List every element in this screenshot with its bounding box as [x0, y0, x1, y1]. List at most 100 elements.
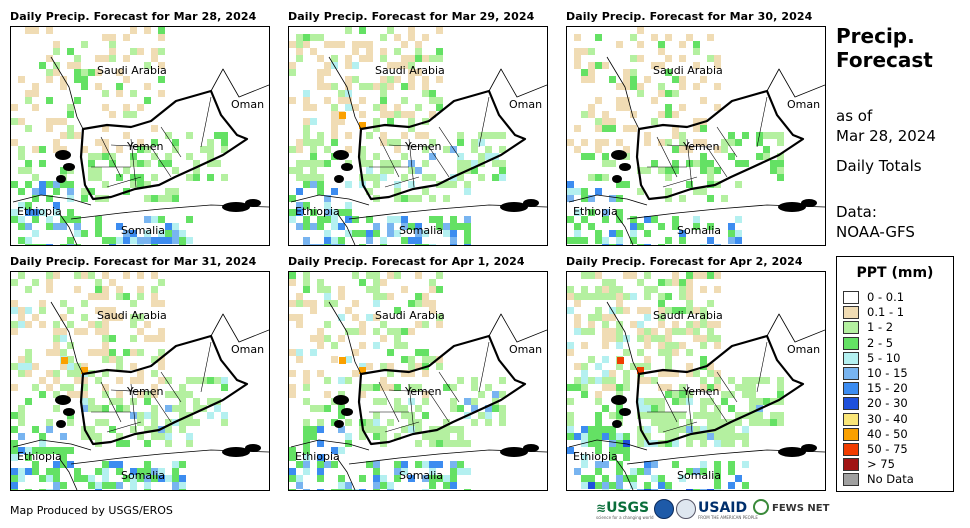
precip-cell	[464, 489, 471, 490]
precip-cell	[11, 181, 18, 188]
precip-cell	[296, 188, 303, 195]
precip-cell	[616, 489, 623, 490]
precip-cell	[53, 209, 60, 216]
map-frame[interactable]: Saudi Arabia Oman Yemen Ethiopia Somalia	[288, 271, 548, 491]
precip-cell	[324, 62, 331, 69]
precip-cell	[109, 426, 116, 433]
precip-cell	[707, 174, 714, 181]
precip-cell	[651, 461, 658, 468]
precip-cell	[380, 426, 387, 433]
precip-cell	[81, 300, 88, 307]
precip-cell	[700, 244, 707, 245]
precip-cell	[151, 370, 158, 377]
precip-cell	[46, 447, 53, 454]
precip-cell	[11, 307, 18, 314]
precip-cell	[679, 279, 686, 286]
precip-cell	[303, 216, 310, 223]
map-frame[interactable]: Saudi Arabia Oman Yemen Ethiopia Somalia	[566, 26, 826, 246]
map-frame[interactable]: Saudi Arabia Oman Yemen Ethiopia Somalia	[10, 26, 270, 246]
precip-cell	[693, 223, 700, 230]
precip-cell	[658, 279, 665, 286]
precip-cell	[609, 244, 616, 245]
precip-cell	[137, 475, 144, 482]
precip-cell	[707, 223, 714, 230]
precip-cell	[436, 461, 443, 468]
precip-cell	[408, 62, 415, 69]
precip-cell	[429, 90, 436, 97]
precip-cell	[289, 97, 296, 104]
precip-cell	[602, 489, 609, 490]
precip-cell	[338, 286, 345, 293]
map-frame[interactable]: Saudi Arabia Oman Yemen Ethiopia Somalia	[566, 271, 826, 491]
precip-cell	[658, 335, 665, 342]
precip-cell	[457, 139, 464, 146]
precip-cell	[464, 468, 471, 475]
admin-boundary	[150, 146, 172, 178]
precip-cell	[574, 48, 581, 55]
legend-swatch	[843, 382, 859, 396]
precip-cell	[443, 426, 450, 433]
precip-cell	[359, 433, 366, 440]
precip-cell	[158, 34, 165, 41]
precip-cell	[457, 433, 464, 440]
precip-cell	[422, 412, 429, 419]
island	[334, 420, 344, 428]
precip-cell	[408, 300, 415, 307]
precip-cell	[588, 111, 595, 118]
precip-cell	[25, 244, 32, 245]
precip-cell	[679, 55, 686, 62]
precip-cell	[742, 160, 749, 167]
precip-cell	[387, 482, 394, 489]
precip-cell	[679, 146, 686, 153]
precip-cell	[450, 230, 457, 237]
precip-cell	[658, 48, 665, 55]
precip-cell	[499, 167, 506, 174]
precip-cell	[609, 314, 616, 321]
precip-cell	[574, 384, 581, 391]
precip-cell	[665, 370, 672, 377]
precip-cell	[401, 342, 408, 349]
precip-cell	[144, 195, 151, 202]
precip-cell	[588, 328, 595, 335]
precip-cell	[457, 461, 464, 468]
precip-cell	[179, 489, 186, 490]
precip-cell	[32, 461, 39, 468]
precip-cell	[88, 398, 95, 405]
precip-cell	[303, 489, 310, 490]
precip-cell	[595, 440, 602, 447]
precip-cell	[485, 153, 492, 160]
precip-cell	[380, 482, 387, 489]
precip-cell	[310, 307, 317, 314]
precip-cell	[714, 146, 721, 153]
precip-cell	[67, 209, 74, 216]
precip-cell	[408, 125, 415, 132]
precip-cell	[408, 398, 415, 405]
country-label-saudi-arabia: Saudi Arabia	[97, 309, 167, 322]
precip-cell	[630, 468, 637, 475]
precip-cell	[700, 139, 707, 146]
country-border	[58, 457, 78, 490]
precip-cell	[581, 76, 588, 83]
precip-cell	[595, 461, 602, 468]
precip-cell	[686, 293, 693, 300]
map-frame[interactable]: Saudi Arabia Oman Yemen Ethiopia Somalia	[10, 271, 270, 491]
precip-cell	[714, 475, 721, 482]
precip-cell	[137, 328, 144, 335]
precip-cell	[95, 482, 102, 489]
precip-cell	[728, 391, 735, 398]
map-frame[interactable]: Saudi Arabia Oman Yemen Ethiopia Somalia	[288, 26, 548, 246]
coastline	[50, 56, 84, 130]
precip-cell	[95, 174, 102, 181]
precip-cell	[567, 195, 574, 202]
precip-cell	[394, 111, 401, 118]
precip-cell	[46, 489, 53, 490]
precip-cell	[616, 391, 623, 398]
precip-cell	[429, 482, 436, 489]
precip-cell	[95, 153, 102, 160]
precip-cell	[32, 244, 39, 245]
country-label-yemen: Yemen	[404, 385, 442, 398]
precip-cell	[74, 62, 81, 69]
country-label-saudi-arabia: Saudi Arabia	[375, 64, 445, 77]
precip-cell	[756, 398, 763, 405]
precip-cell	[658, 244, 665, 245]
